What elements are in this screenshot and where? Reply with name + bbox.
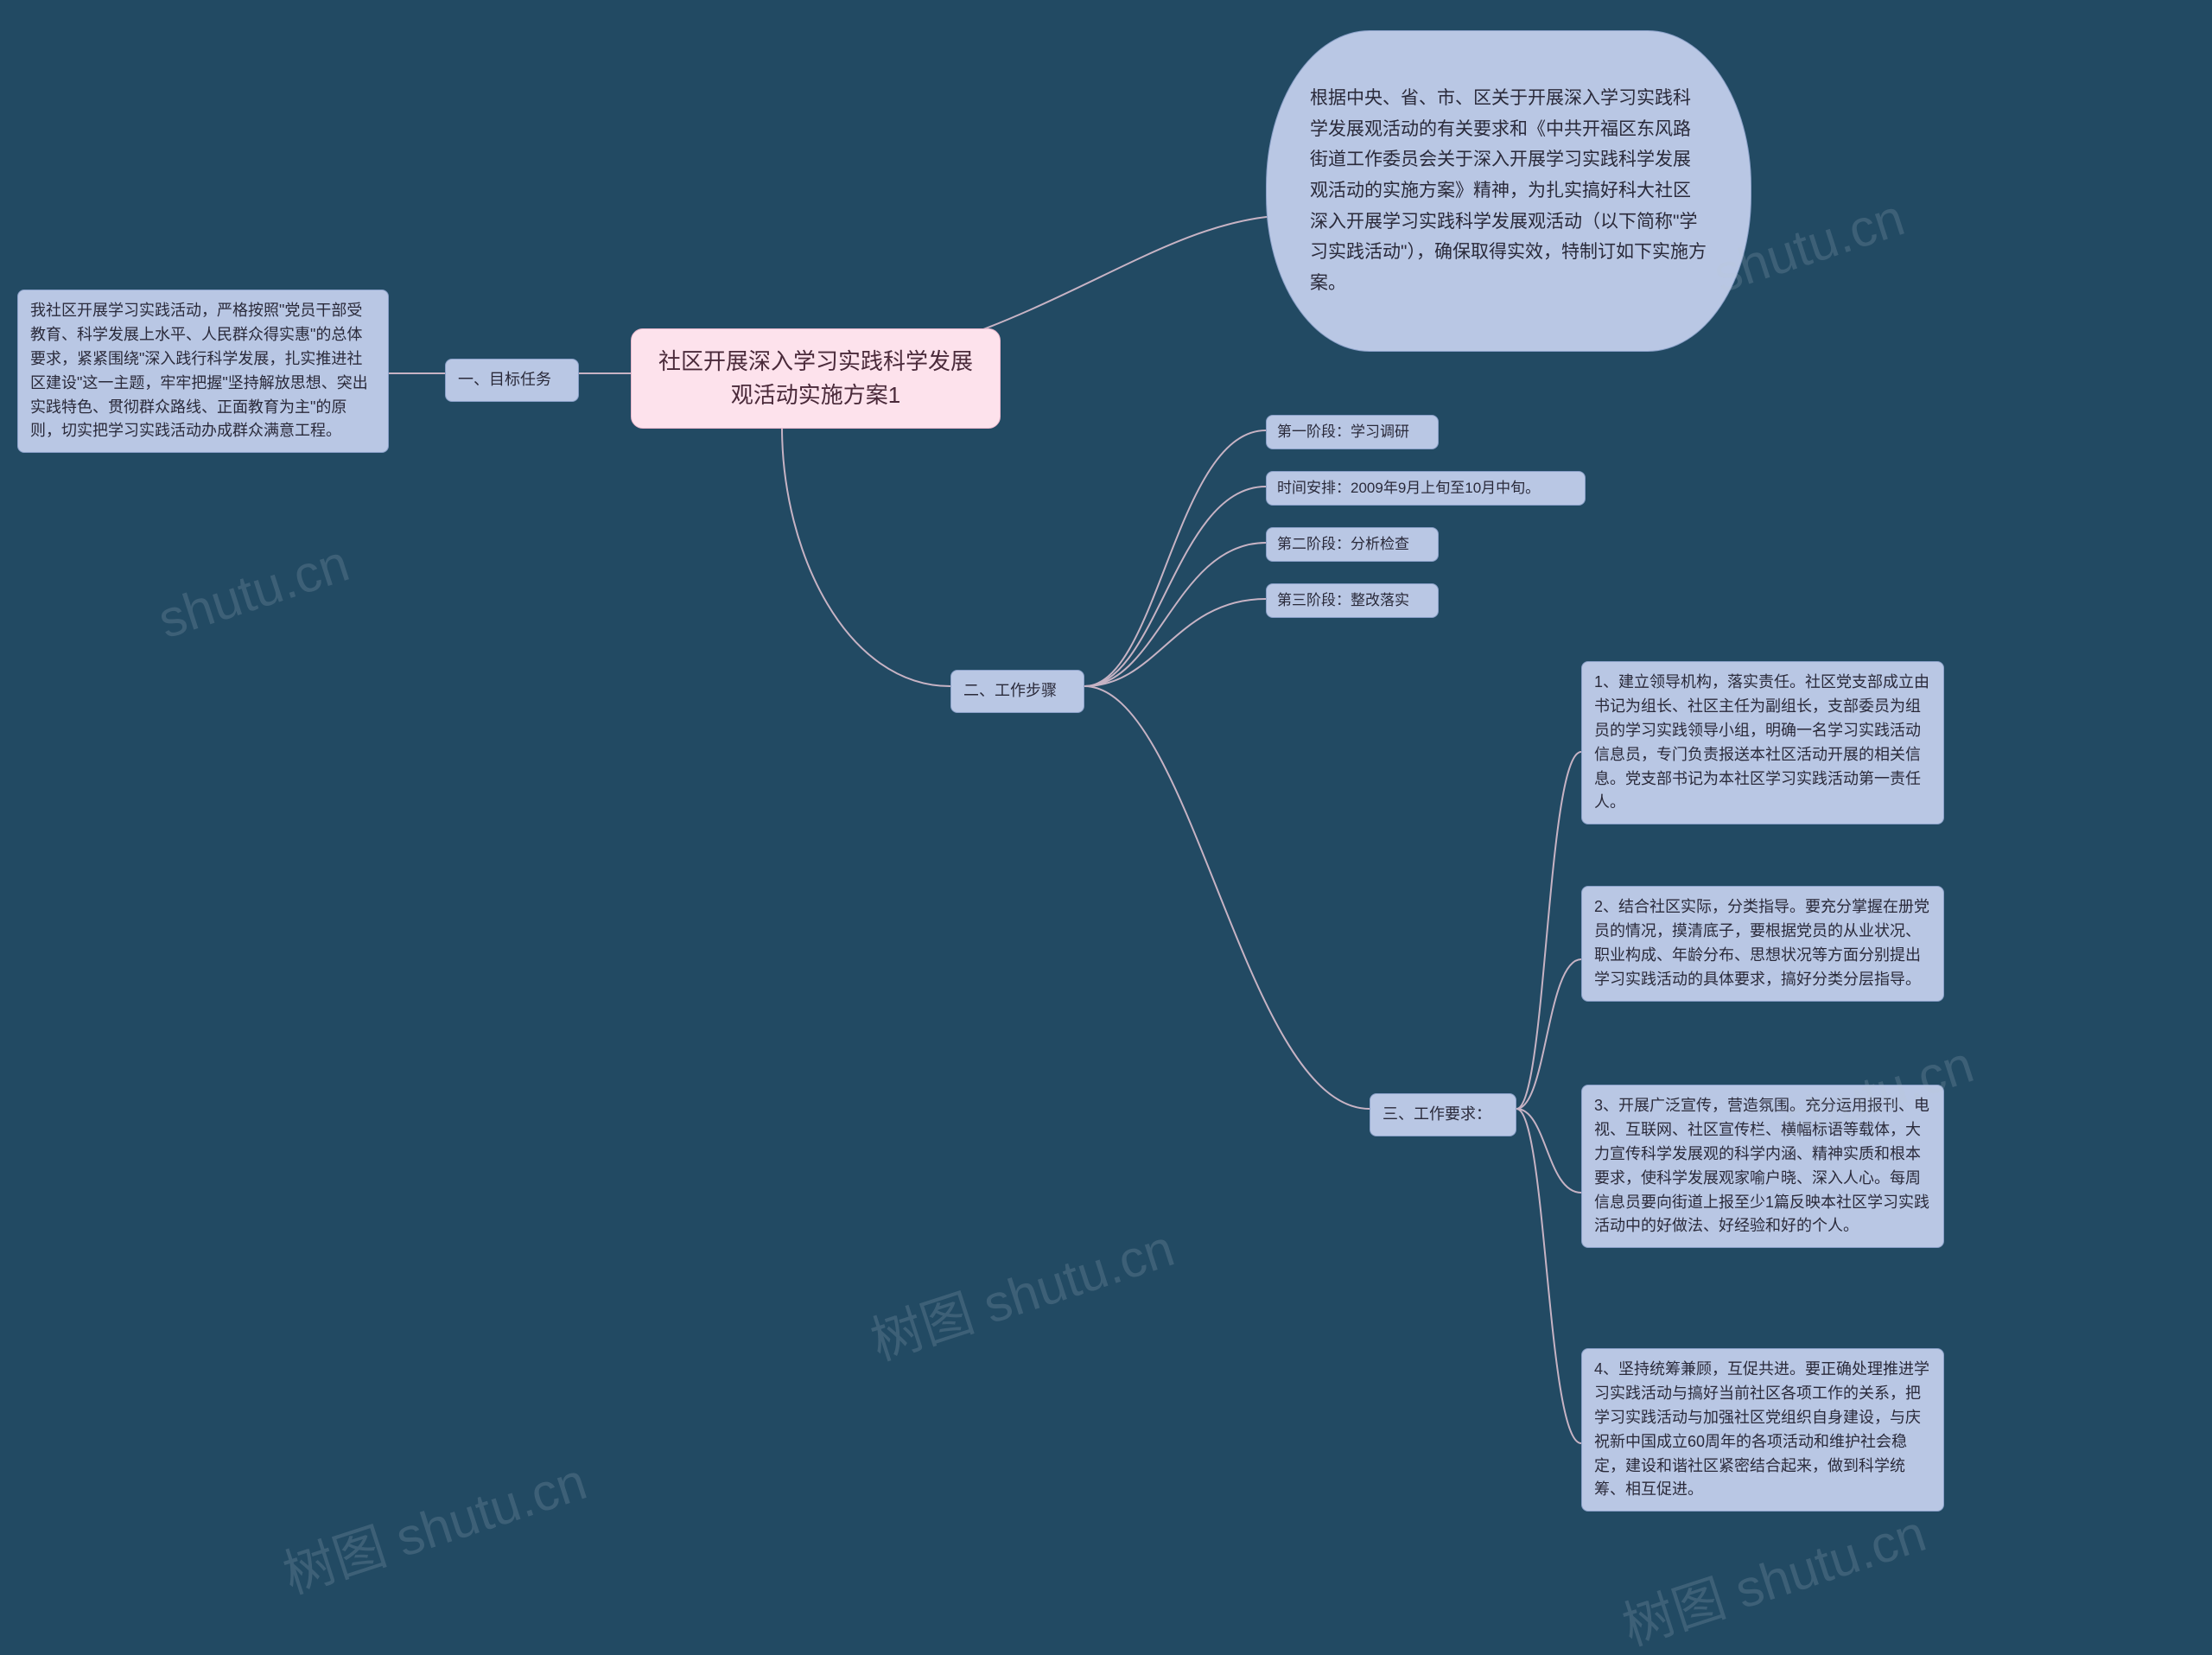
branch-1-goals: 一、目标任务 bbox=[445, 359, 579, 402]
connector bbox=[1084, 487, 1266, 686]
branch-2-steps: 二、工作步骤 bbox=[950, 670, 1084, 713]
intro-node: 根据中央、省、市、区关于开展深入学习实践科学发展观活动的有关要求和《中共开福区东… bbox=[1266, 30, 1751, 352]
watermark: 树图 shutu.cn bbox=[1611, 1492, 1934, 1655]
connector bbox=[1516, 1109, 1581, 1443]
requirement-1: 1、建立领导机构，落实责任。社区党支部成立由书记为组长、社区主任为副组长，支部委… bbox=[1581, 661, 1944, 824]
watermark: 树图 shutu.cn bbox=[860, 1206, 1182, 1375]
connector bbox=[782, 427, 950, 686]
connector bbox=[1084, 430, 1266, 686]
connector bbox=[1516, 752, 1581, 1109]
phase-1: 第一阶段：学习调研 bbox=[1266, 415, 1439, 449]
requirement-4: 4、坚持统筹兼顾，互促共进。要正确处理推进学习实践活动与搞好当前社区各项工作的关… bbox=[1581, 1348, 1944, 1512]
requirement-2: 2、结合社区实际，分类指导。要充分掌握在册党员的情况，摸清底子，要根据党员的从业… bbox=[1581, 886, 1944, 1002]
watermark: shutu.cn bbox=[151, 533, 356, 651]
watermark: 树图 shutu.cn bbox=[272, 1440, 594, 1608]
phase-3: 第三阶段：整改落实 bbox=[1266, 583, 1439, 618]
connector bbox=[1084, 686, 1370, 1109]
phase-2: 第二阶段：分析检查 bbox=[1266, 527, 1439, 562]
phase-schedule: 时间安排：2009年9月上旬至10月中旬。 bbox=[1266, 471, 1586, 506]
branch-3-requirements: 三、工作要求： bbox=[1370, 1093, 1516, 1136]
requirement-3: 3、开展广泛宣传，营造氛围。充分运用报刊、电视、互联网、社区宣传栏、横幅标语等载… bbox=[1581, 1085, 1944, 1248]
root-node: 社区开展深入学习实践科学发展观活动实施方案1 bbox=[631, 328, 1001, 429]
connector bbox=[1084, 599, 1266, 686]
connector bbox=[1516, 1109, 1581, 1193]
connector bbox=[1516, 959, 1581, 1109]
connector bbox=[950, 216, 1274, 341]
branch-1-detail: 我社区开展学习实践活动，严格按照"党员干部受教育、科学发展上水平、人民群众得实惠… bbox=[17, 290, 389, 453]
connector bbox=[1084, 543, 1266, 686]
